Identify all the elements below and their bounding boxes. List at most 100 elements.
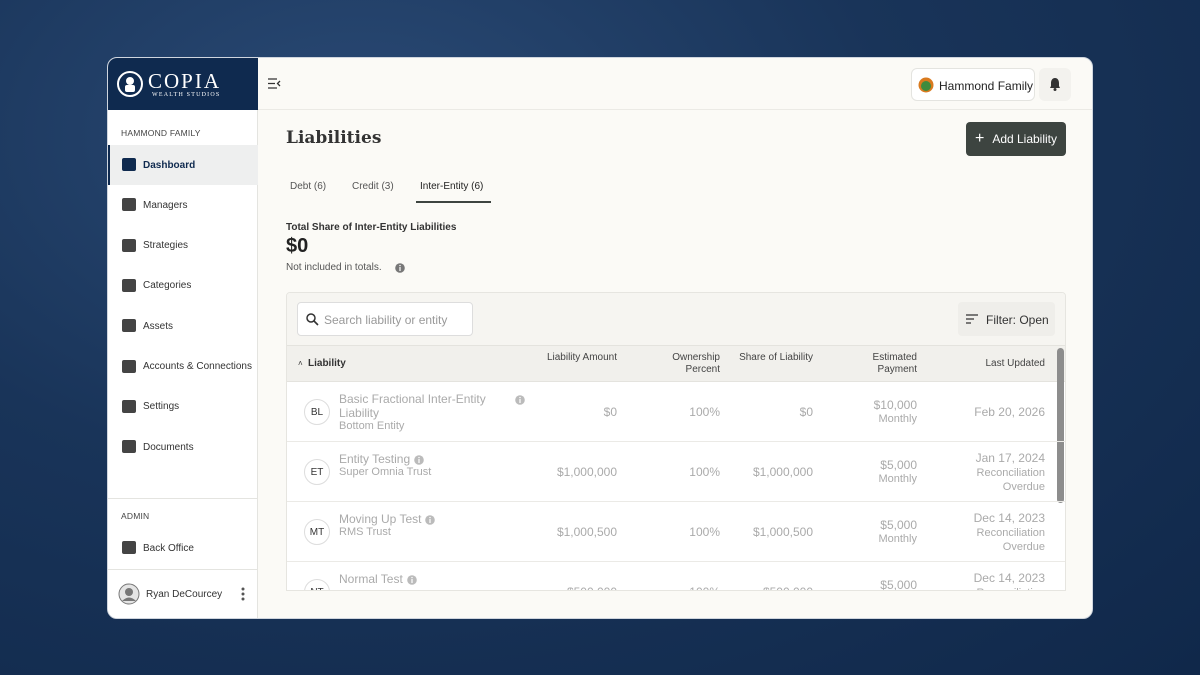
cell-payment: $5,000	[880, 518, 917, 532]
cell-amount: $1,000,500	[556, 525, 617, 539]
entity-name: Super Omnia Trust	[339, 466, 432, 478]
user-menu[interactable]	[240, 586, 246, 602]
menu-toggle[interactable]	[268, 78, 281, 89]
column-header[interactable]: Liability	[308, 358, 346, 369]
nav-icon	[122, 541, 136, 554]
search-box[interactable]: Search liability or entity	[297, 302, 473, 336]
nav-icon	[122, 198, 136, 212]
nav-icon	[122, 440, 136, 454]
search-placeholder: Search liability or entity	[324, 313, 448, 327]
cell-frequency: Monthly	[878, 473, 917, 485]
family-icon	[918, 77, 934, 93]
nav-item[interactable]: Accounts & Connections	[108, 347, 258, 387]
user-name: Ryan DeCourcey	[146, 589, 223, 600]
user-avatar	[118, 583, 140, 605]
search-icon	[306, 313, 319, 326]
info-icon	[395, 263, 405, 273]
nav-label: Assets	[143, 320, 174, 332]
nav-icon	[122, 319, 136, 333]
nav-item[interactable]: Dashboard	[108, 145, 258, 185]
cell-updated: Dec 14, 2023	[973, 511, 1045, 525]
cell-updated: Jan 17, 2024	[975, 451, 1045, 465]
cell-updated-note: Reconciliation Overdue	[976, 467, 1045, 493]
info-icon	[515, 395, 525, 405]
logo: COPIA WEALTH STUDIOS	[108, 58, 258, 110]
brand-name: COPIA	[148, 69, 222, 93]
logo-emblem	[117, 71, 143, 97]
table-row[interactable]	[287, 382, 1065, 442]
notifications[interactable]	[1039, 68, 1071, 101]
app-window: COPIA WEALTH STUDIOS HAMMOND FAMILY ADMI…	[107, 57, 1093, 619]
cell-payment: $5,000	[880, 578, 917, 591]
cell-amount: $0	[603, 405, 617, 419]
plus-icon: +	[974, 130, 985, 147]
nav-item[interactable]: Assets	[108, 306, 258, 346]
section-label: HAMMOND FAMILY	[121, 128, 201, 138]
top-bar: Hammond Family	[258, 58, 1092, 110]
nav-icon	[122, 158, 136, 171]
cell-frequency: Monthly	[878, 413, 917, 425]
tab[interactable]: Inter-Entity (6)	[420, 181, 484, 192]
divider	[108, 498, 258, 499]
cell-updated-note: Reconciliation	[975, 586, 1045, 590]
nav-label: Categories	[143, 280, 192, 292]
cell-share: $1,000,500	[752, 525, 813, 539]
cell-payment: $10,000	[873, 398, 917, 412]
table-card: Search liability or entity Filter: Open …	[286, 292, 1066, 591]
add-button[interactable]: + Add Liability	[966, 122, 1066, 156]
table-row[interactable]	[287, 502, 1065, 562]
liability-name: Moving Up Test	[339, 512, 422, 526]
cell-ownership: 100%	[689, 525, 720, 539]
nav-item[interactable]: Back Office	[108, 528, 258, 568]
nav-label: Settings	[143, 401, 180, 413]
tab[interactable]: Debt (6)	[290, 181, 327, 192]
cell-updated: Dec 14, 2023	[973, 571, 1045, 585]
cell-amount: $1,000,000	[556, 465, 617, 479]
nav-item[interactable]: Categories	[108, 266, 258, 306]
divider	[108, 569, 258, 570]
nav-label: Dashboard	[143, 159, 196, 171]
nav-item[interactable]: Documents	[108, 427, 258, 467]
liability-name: Basic Fractional Inter-Entity Liability	[339, 392, 486, 420]
table-header	[287, 345, 1065, 382]
info-icon	[414, 455, 424, 465]
entity-name: RMS Trust	[339, 526, 391, 538]
cell-payment: $5,000	[880, 458, 917, 472]
table-row[interactable]	[287, 442, 1065, 502]
brand-tagline: WEALTH STUDIOS	[152, 92, 221, 98]
cell-share: $0	[799, 405, 813, 419]
nav-item[interactable]: Settings	[108, 387, 258, 427]
bell-icon	[1050, 78, 1060, 91]
cell-amount: $500,000	[497, 585, 617, 590]
nav-item[interactable]: Managers	[108, 185, 258, 225]
nav-item[interactable]: Strategies	[108, 226, 258, 266]
nav-label: Documents	[143, 441, 194, 453]
nav-icon	[122, 399, 136, 413]
tab[interactable]: Credit (3)	[352, 181, 394, 192]
column-header: Last Updated	[985, 358, 1046, 369]
sidebar: COPIA WEALTH STUDIOS HAMMOND FAMILY ADMI…	[108, 58, 258, 618]
section-label: ADMIN	[121, 511, 150, 521]
add-button-label: Add Liability	[992, 132, 1058, 146]
sort-icon: ˄	[298, 359, 303, 368]
filter-button[interactable]: Filter: Open	[958, 302, 1055, 336]
tab-underline	[416, 201, 491, 203]
nav-icon	[122, 278, 136, 292]
liability-name: Entity Testing	[339, 452, 411, 466]
cell-share: $1,000,000	[752, 465, 813, 479]
column-header: Ownership Percent	[672, 352, 720, 375]
column-header: Estimated Payment	[872, 352, 917, 375]
cell-ownership: 100%	[689, 405, 720, 419]
nav-label: Managers	[143, 199, 188, 211]
family-switcher[interactable]: Hammond Family	[911, 68, 1035, 101]
column-header: Share of Liability	[739, 352, 813, 363]
entity-avatar: MT	[304, 519, 330, 545]
summary-label: Total Share of Inter-Entity Liabilities	[286, 222, 457, 233]
cell-frequency: Monthly	[878, 533, 917, 545]
liability-name: Normal Test	[339, 572, 403, 586]
cell-updated-note: Reconciliation Overdue	[976, 527, 1045, 553]
entity-avatar: BL	[304, 399, 330, 425]
nav-icon	[122, 359, 136, 373]
scrollbar[interactable]	[1057, 348, 1064, 503]
